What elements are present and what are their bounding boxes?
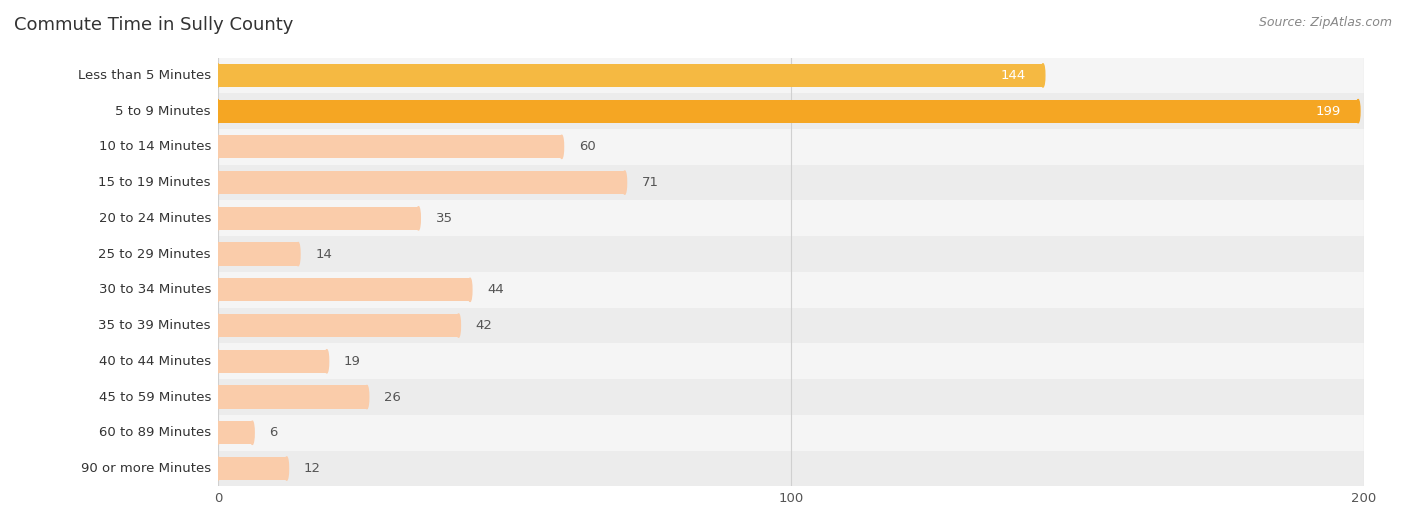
Text: 35: 35	[436, 212, 453, 225]
Bar	[218, 165, 1364, 200]
Text: 40 to 44 Minutes: 40 to 44 Minutes	[98, 355, 211, 368]
Text: 71: 71	[643, 176, 659, 189]
Circle shape	[325, 350, 329, 373]
Text: 60 to 89 Minutes: 60 to 89 Minutes	[98, 426, 211, 439]
Bar	[218, 421, 252, 445]
Circle shape	[416, 207, 420, 230]
Circle shape	[217, 64, 219, 87]
Bar	[218, 236, 1364, 272]
Circle shape	[217, 278, 219, 301]
Circle shape	[250, 421, 254, 445]
Bar	[218, 314, 458, 337]
Text: 10 to 14 Minutes: 10 to 14 Minutes	[98, 140, 211, 153]
Bar	[218, 350, 326, 373]
Bar	[218, 385, 367, 408]
Text: 199: 199	[1316, 105, 1341, 118]
Circle shape	[217, 171, 219, 194]
Text: 30 to 34 Minutes: 30 to 34 Minutes	[98, 283, 211, 297]
Text: 20 to 24 Minutes: 20 to 24 Minutes	[98, 212, 211, 225]
Text: 6: 6	[270, 426, 278, 439]
Circle shape	[366, 385, 368, 408]
Bar	[218, 93, 1364, 129]
Text: 15 to 19 Minutes: 15 to 19 Minutes	[98, 176, 211, 189]
Bar	[218, 272, 1364, 308]
Bar	[218, 64, 1043, 87]
Bar	[218, 308, 1364, 344]
Text: 35 to 39 Minutes: 35 to 39 Minutes	[98, 319, 211, 332]
Bar	[218, 171, 624, 194]
Text: 12: 12	[304, 462, 321, 475]
Circle shape	[468, 278, 472, 301]
Circle shape	[217, 385, 219, 408]
Bar	[218, 278, 470, 301]
Text: 144: 144	[1001, 69, 1026, 82]
Text: 45 to 59 Minutes: 45 to 59 Minutes	[98, 391, 211, 404]
Circle shape	[217, 314, 219, 337]
Text: 60: 60	[579, 140, 596, 153]
Circle shape	[457, 314, 460, 337]
Circle shape	[1357, 99, 1360, 123]
Text: 25 to 29 Minutes: 25 to 29 Minutes	[98, 247, 211, 260]
Bar	[218, 379, 1364, 415]
Circle shape	[217, 99, 219, 123]
Bar	[218, 58, 1364, 93]
Bar	[218, 243, 298, 266]
Circle shape	[297, 243, 299, 266]
Circle shape	[217, 207, 219, 230]
Text: 90 or more Minutes: 90 or more Minutes	[80, 462, 211, 475]
Circle shape	[217, 243, 219, 266]
Bar	[218, 135, 561, 158]
Text: 44: 44	[488, 283, 503, 297]
Text: 42: 42	[475, 319, 492, 332]
Circle shape	[217, 421, 219, 445]
Circle shape	[217, 457, 219, 480]
Bar	[218, 344, 1364, 379]
Text: Commute Time in Sully County: Commute Time in Sully County	[14, 16, 294, 33]
Bar	[218, 129, 1364, 165]
Text: 26: 26	[384, 391, 401, 404]
Text: Less than 5 Minutes: Less than 5 Minutes	[77, 69, 211, 82]
Circle shape	[217, 350, 219, 373]
Bar	[218, 200, 1364, 236]
Bar	[218, 451, 1364, 486]
Circle shape	[623, 171, 627, 194]
Text: 19: 19	[344, 355, 361, 368]
Text: Source: ZipAtlas.com: Source: ZipAtlas.com	[1258, 16, 1392, 29]
Bar	[218, 457, 287, 480]
Circle shape	[560, 135, 564, 158]
Bar	[218, 207, 419, 230]
Text: 5 to 9 Minutes: 5 to 9 Minutes	[115, 105, 211, 118]
Circle shape	[1040, 64, 1045, 87]
Bar	[218, 99, 1358, 123]
Bar	[218, 415, 1364, 451]
Text: 14: 14	[315, 247, 332, 260]
Circle shape	[285, 457, 288, 480]
Circle shape	[217, 135, 219, 158]
